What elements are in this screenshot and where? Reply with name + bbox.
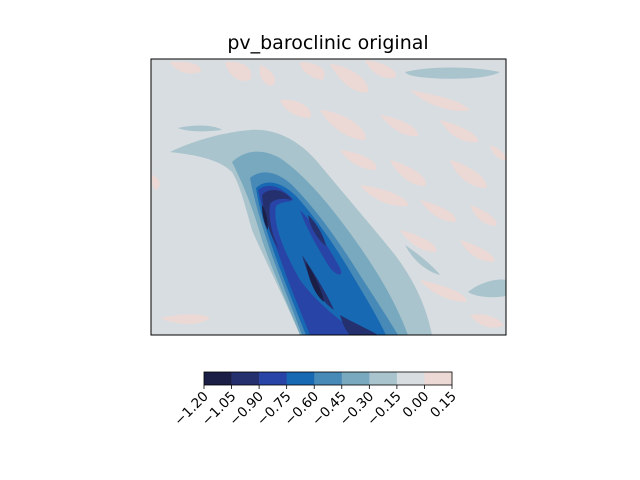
colorbar-swatch bbox=[231, 372, 260, 385]
plot-frame bbox=[150, 58, 507, 336]
colorbar-swatch bbox=[259, 372, 287, 385]
contour-level-neg075 bbox=[256, 182, 386, 335]
colorbar-swatch bbox=[424, 372, 453, 385]
colorbar-tick-label: 0.15 bbox=[427, 389, 460, 422]
colorbar-ticks: −1.20−1.05−0.90−0.75−0.60−0.45−0.30−0.15… bbox=[171, 385, 460, 429]
colorbar-frame bbox=[203, 371, 453, 386]
colorbar-swatch bbox=[314, 372, 343, 385]
colorbar-swatch bbox=[341, 372, 370, 385]
colorbar-swatch bbox=[396, 372, 425, 385]
colorbar-tick-label: 0.00 bbox=[400, 389, 433, 422]
chart-title: pv_baroclinic original bbox=[227, 32, 428, 54]
colorbar: −1.20−1.05−0.90−0.75−0.60−0.45−0.30−0.15… bbox=[171, 371, 460, 429]
positive-contour-patches bbox=[151, 60, 506, 328]
plot-area bbox=[151, 59, 506, 335]
colorbar-swatches bbox=[204, 372, 453, 385]
contour-level-min bbox=[262, 205, 324, 302]
colorbar-swatch bbox=[204, 372, 232, 385]
colorbar-swatch bbox=[286, 372, 315, 385]
colorbar-swatch bbox=[369, 372, 398, 385]
